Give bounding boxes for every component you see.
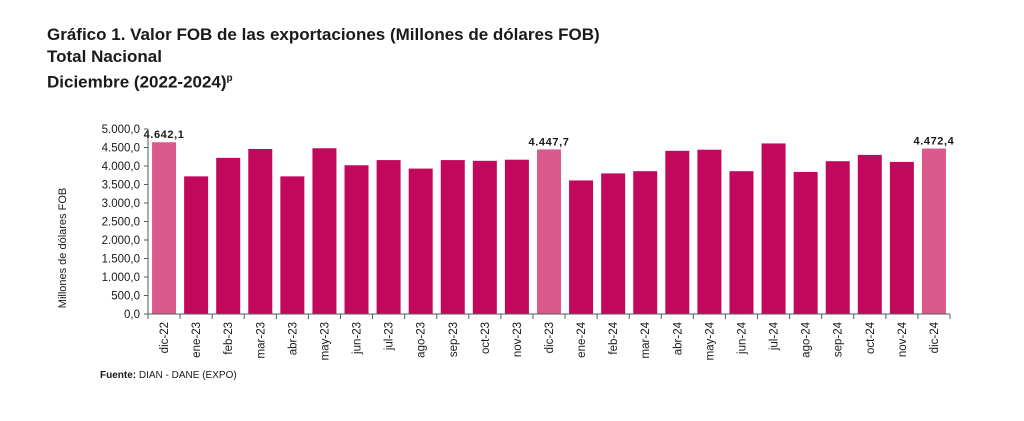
bar-jul-24	[761, 143, 786, 314]
y-tick-label: 1.000,0	[102, 272, 140, 284]
y-tick-label: 500,0	[111, 291, 140, 303]
y-tick-label: 2.000,0	[102, 235, 140, 247]
chart-title: Gráfico 1. Valor FOB de las exportacione…	[47, 25, 600, 44]
y-axis: 0,0 500,0 1.000,0 1.500,0 2.000,0 2.500,0 3.00…	[102, 124, 149, 321]
bar-dic-23	[537, 149, 561, 314]
data-label: 4.447,7	[529, 136, 570, 148]
bar-mar-24	[633, 171, 658, 314]
x-tick-label: abr-24	[672, 321, 684, 355]
x-tick-label: ago-24	[801, 321, 813, 357]
x-tick-label: jul-24	[769, 321, 781, 351]
x-tick-label: feb-23	[223, 322, 235, 355]
x-tick-label: ago-23	[416, 322, 428, 358]
bar-oct-24	[857, 154, 882, 314]
bar-oct-23	[472, 160, 497, 314]
x-tick-label: dic-22	[159, 322, 171, 353]
x-tick-label: jun-23	[352, 322, 364, 355]
y-axis-label: Millones de dólares FOB	[57, 188, 69, 308]
source-note: Fuente: DIAN - DANE (EXPO)	[100, 370, 237, 381]
bar-ago-24	[793, 171, 818, 314]
bar-ene-24	[569, 180, 594, 314]
data-label: 4.642,1	[144, 129, 185, 141]
bar-nov-24	[889, 161, 914, 314]
x-tick-label: jun-24	[736, 321, 748, 355]
source-label: Fuente:	[100, 370, 137, 381]
period-text: Diciembre (2022-2024)	[47, 72, 227, 92]
y-tick-label: 3.000,0	[102, 198, 140, 210]
bar-dic-22	[152, 142, 177, 314]
bar-feb-23	[216, 157, 241, 314]
x-tick-label: jul-23	[384, 322, 396, 351]
x-tick-label: nov-24	[897, 321, 909, 357]
y-tick-label: 3.500,0	[102, 180, 140, 192]
y-tick-label: 0,0	[124, 309, 140, 321]
bar-jul-23	[376, 160, 401, 314]
bar-abr-23	[280, 176, 305, 314]
x-tick-label: sep-24	[833, 321, 845, 357]
x-tick-label: may-24	[704, 321, 716, 360]
x-tick-label: abr-23	[287, 322, 299, 355]
x-tick-label: mar-24	[640, 321, 652, 358]
x-tick-label: mar-23	[255, 322, 267, 358]
bar-jun-23	[344, 165, 369, 314]
y-tick-label: 5.000,0	[102, 124, 140, 136]
y-tick-label: 4.500,0	[102, 143, 140, 155]
x-axis: dic-22 ene-23 feb-23 mar-23 abr-23 may-23 jun-…	[147, 313, 951, 360]
x-tick-label: ene-24	[576, 321, 588, 357]
x-tick-label: nov-23	[512, 322, 524, 357]
x-tick-label: dic-24	[929, 321, 941, 353]
chart-subtitle-scope: Total Nacional	[47, 47, 162, 66]
bar-dic-24	[921, 148, 946, 314]
provisional-mark: p	[226, 73, 233, 84]
bar-jun-24	[729, 171, 754, 314]
chart-title-block: Gráfico 1. Valor FOB de las exportacione…	[47, 24, 600, 94]
bar-ago-23	[408, 168, 433, 314]
x-tick-label: sep-23	[448, 322, 460, 357]
source-text: DIAN - DANE (EXPO)	[136, 370, 237, 381]
data-label: 4.472,4	[914, 136, 955, 148]
bar-may-23	[312, 148, 337, 314]
bar-nov-23	[504, 159, 529, 314]
y-tick-label: 1.500,0	[102, 254, 140, 266]
bars	[152, 142, 946, 314]
y-tick-label: 2.500,0	[102, 217, 140, 229]
data-labels: 4.642,1 4.447,7 4.472,4	[144, 129, 955, 148]
bar-sep-23	[440, 160, 465, 314]
bar-ene-23	[184, 176, 209, 314]
x-tick-label: oct-23	[480, 322, 492, 354]
bar-feb-24	[601, 173, 626, 314]
bar-abr-24	[665, 150, 690, 314]
x-tick-label: feb-24	[608, 321, 620, 354]
bar-may-24	[697, 149, 722, 314]
x-tick-label: may-23	[319, 322, 331, 360]
x-tick-label: dic-23	[544, 322, 556, 353]
x-tick-label: ene-23	[191, 322, 203, 358]
bar-mar-23	[248, 148, 273, 314]
chart-subtitle-period: Diciembre (2022-2024)p	[47, 68, 600, 94]
bar-sep-24	[825, 161, 850, 314]
y-tick-label: 4.000,0	[102, 161, 140, 173]
x-tick-label: oct-24	[865, 321, 877, 354]
